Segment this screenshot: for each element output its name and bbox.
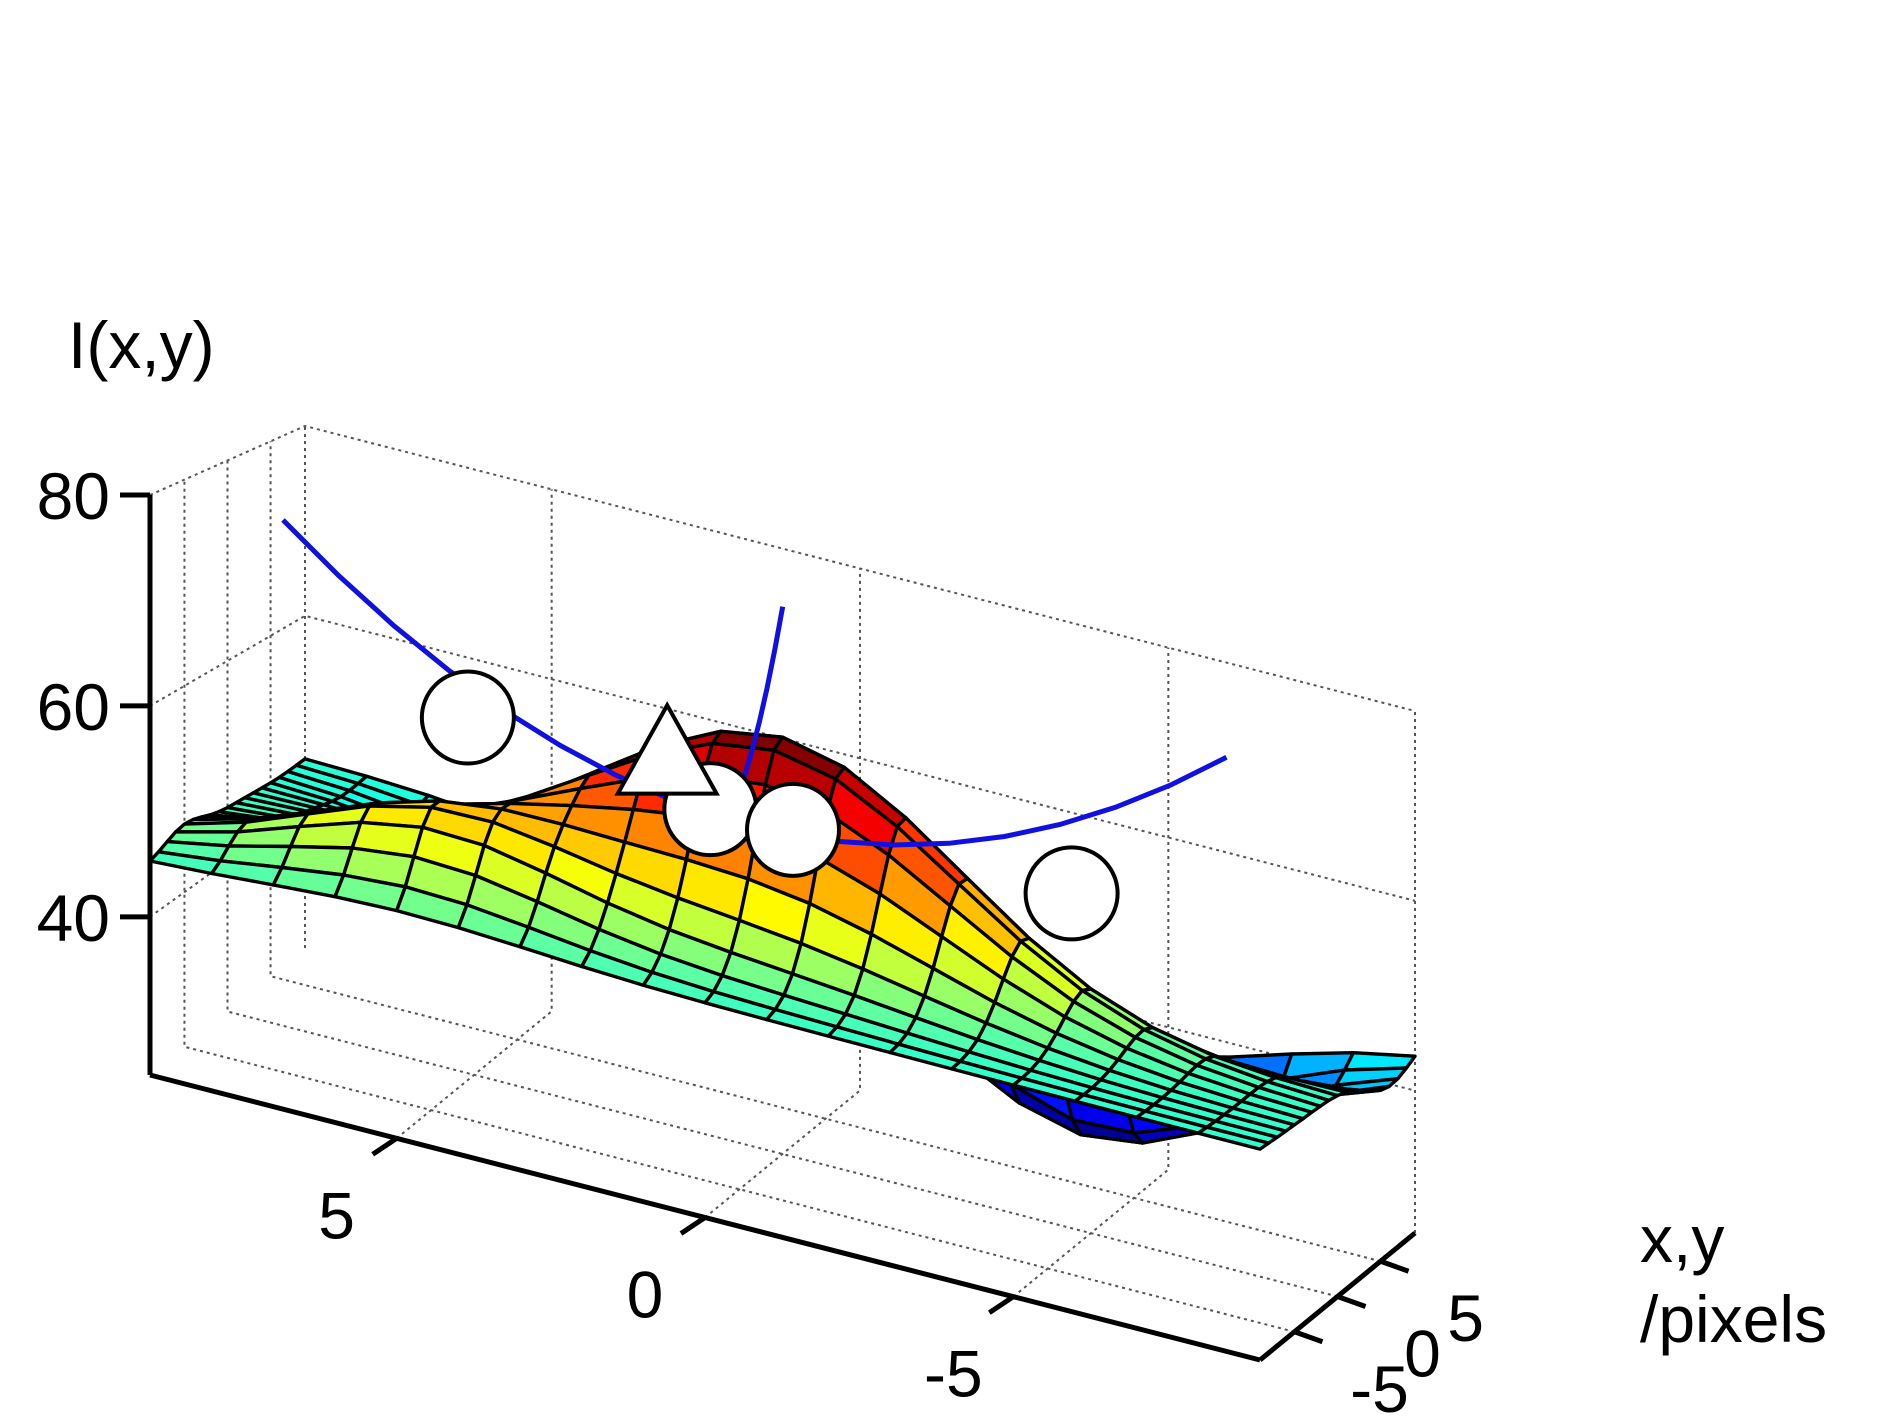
y-tick-label-0: -5 <box>1350 1352 1409 1419</box>
x-tick-2 <box>987 1294 1015 1315</box>
x-tick-label-0: 5 <box>318 1178 355 1252</box>
x-tick-label-2: -5 <box>924 1337 983 1411</box>
x-gridline-1 <box>704 568 861 1219</box>
xy-axis-label-line1: x,y <box>1640 1202 1724 1276</box>
z-tick-label-2: 80 <box>37 459 110 533</box>
z-tick-label-1: 60 <box>37 670 110 744</box>
circle-marker-3 <box>745 781 841 878</box>
y-tick-0 <box>1293 1329 1324 1345</box>
surface-cell <box>288 820 363 850</box>
y-tick-label-2: 5 <box>1447 1281 1484 1355</box>
circle-marker-1 <box>1023 845 1120 942</box>
xy-axis-label-line2: /pixels <box>1640 1282 1827 1356</box>
x-gridline-0 <box>396 489 553 1140</box>
y-tick-1 <box>1336 1294 1367 1309</box>
x-tick-0 <box>371 1136 399 1157</box>
y-tick-label-1: 0 <box>1404 1317 1441 1391</box>
triangle-marker <box>614 701 721 796</box>
x-gridline-2 <box>1012 647 1170 1298</box>
z-tick-label-0: 40 <box>37 881 110 955</box>
z-gridline-2 <box>149 424 1416 712</box>
x-tick-label-1: 0 <box>627 1258 664 1332</box>
x-tick-1 <box>679 1215 707 1236</box>
surface-cell <box>1196 1125 1271 1151</box>
y-gridline-1 <box>226 460 1338 1298</box>
y-tick-2 <box>1379 1258 1410 1274</box>
circle-marker-2 <box>419 669 516 766</box>
z-axis-label: I(x,y) <box>68 308 215 382</box>
markers <box>419 669 1120 942</box>
